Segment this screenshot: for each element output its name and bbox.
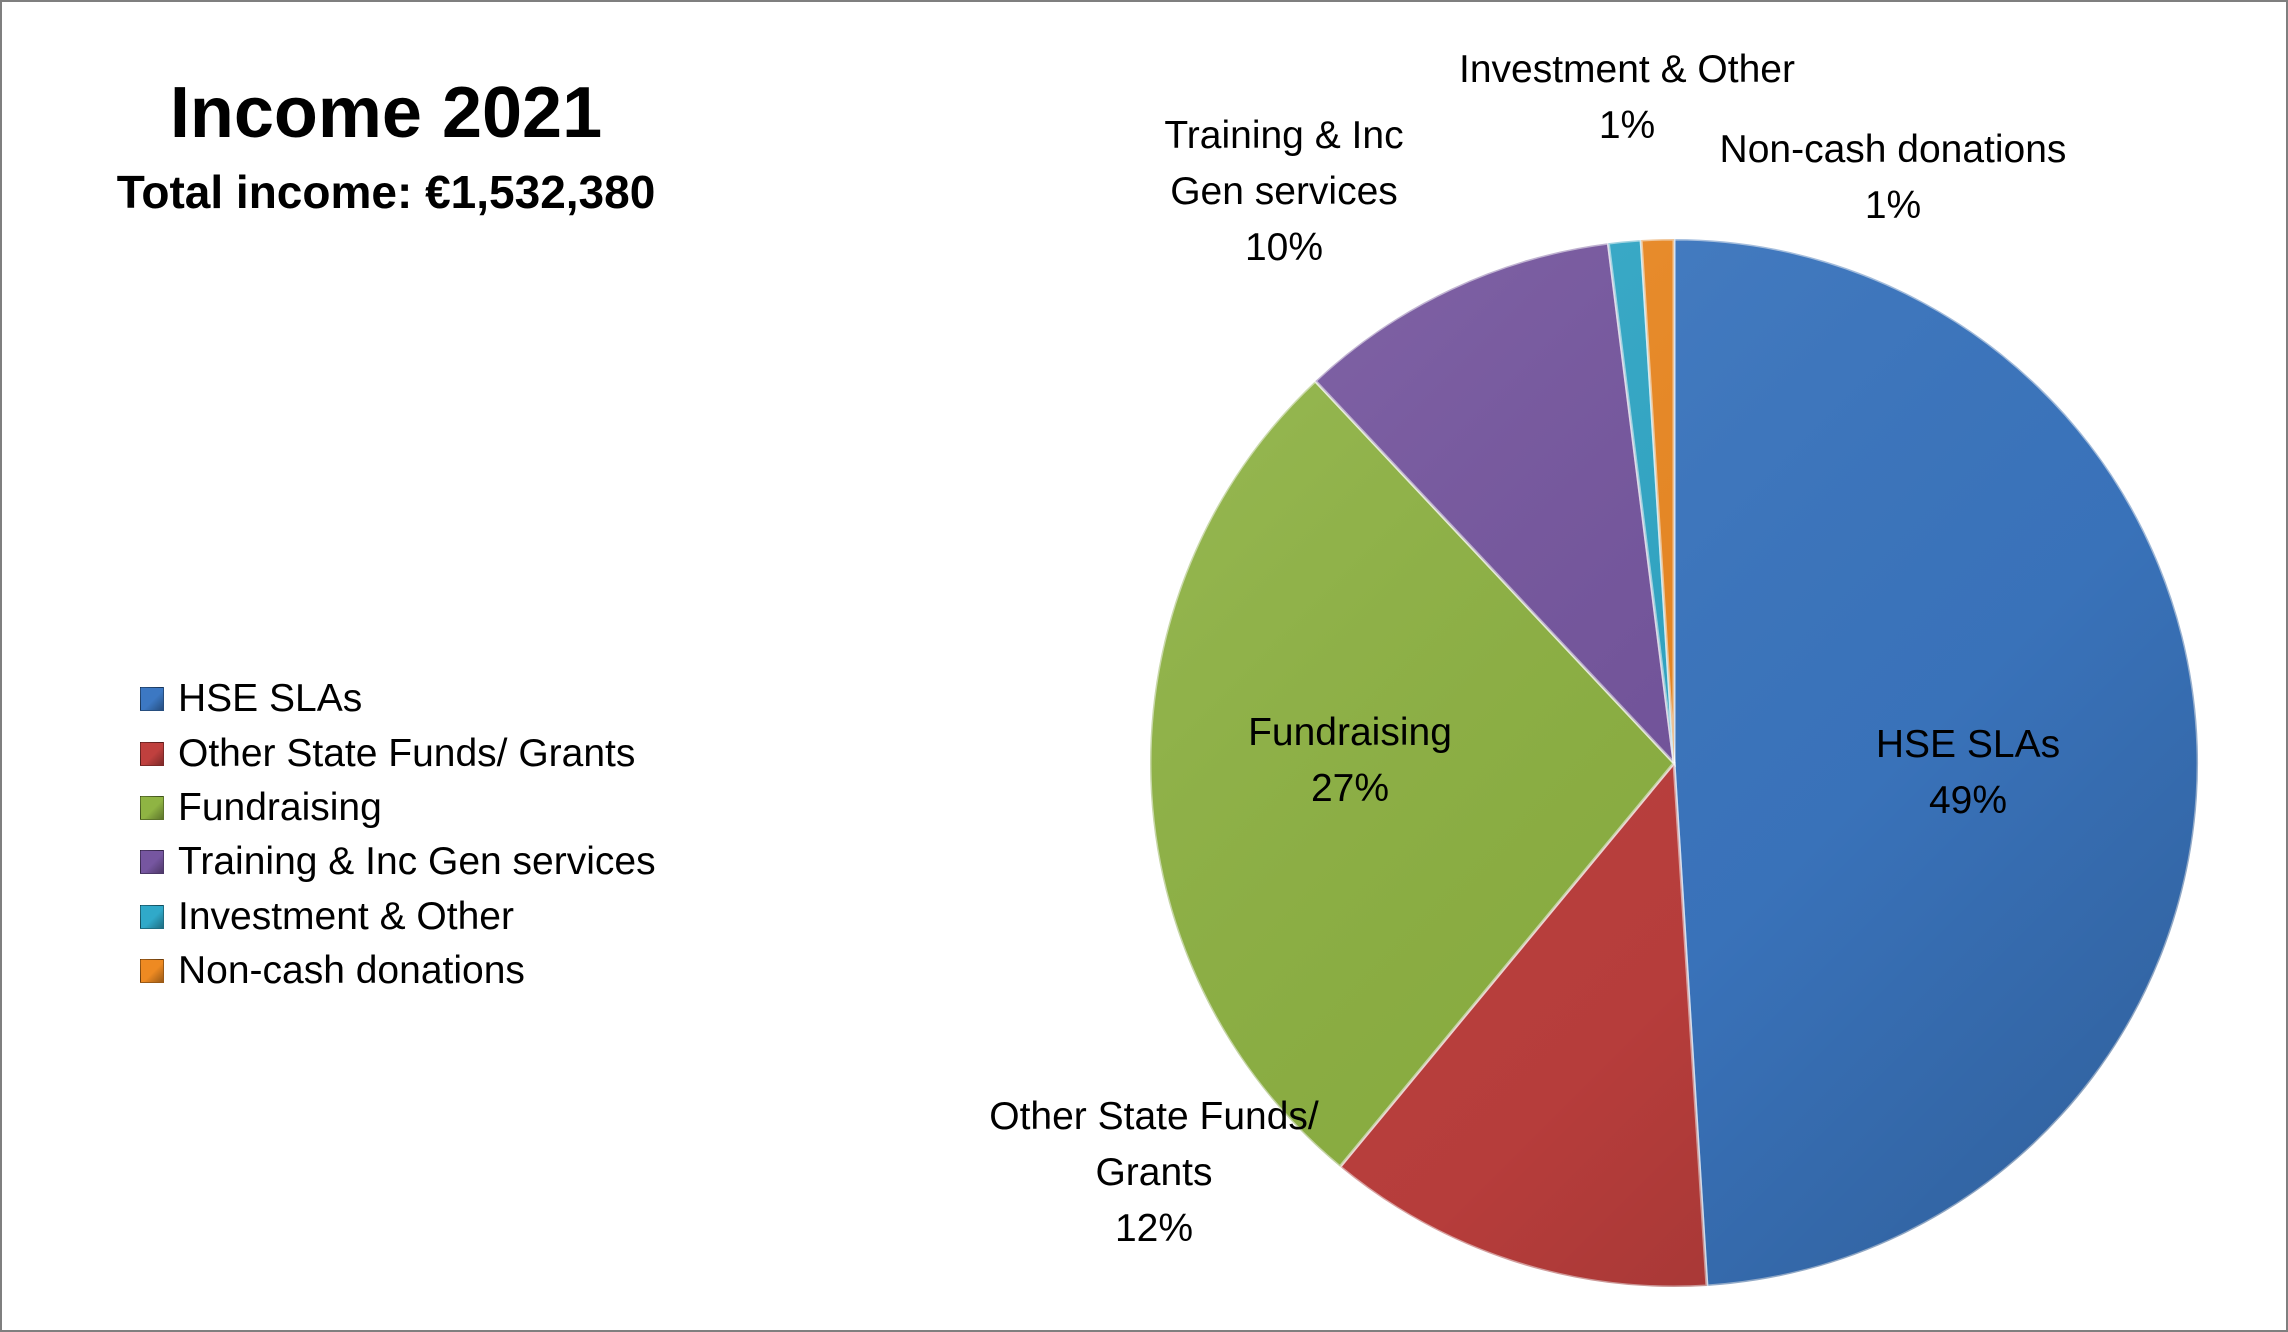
legend-swatch-non-cash-donations (140, 959, 164, 984)
data-label-line: 1% (1599, 104, 1655, 147)
data-label-line: 27% (1311, 767, 1389, 810)
pie-slice-shade (1641, 239, 1674, 763)
pie-slice-shade (1674, 239, 2199, 1286)
legend-swatch-investment-other (140, 904, 164, 929)
data-label-line: Gen services (1170, 170, 1398, 213)
data-label-other-state-funds-grants: Other State Funds/Grants 12% (989, 1095, 1319, 1250)
data-label-training-inc-gen-services: Training & Inc Gen services 10% (1164, 114, 1403, 269)
pie-slice-shade (1150, 381, 1674, 1167)
data-label-fundraising: Fundraising 27% (1248, 711, 1452, 810)
legend-label: Non-cash donations (178, 949, 525, 993)
pie-slice-shade (1339, 763, 1707, 1288)
legend-label: Investment & Other (178, 894, 514, 938)
data-label-line: Fundraising (1248, 711, 1452, 754)
chart-subtitle: Total income: €1,532,380 (116, 166, 656, 218)
chart-title: Income 2021 (169, 73, 603, 153)
legend-item-hse-slas: HSE SLAs (140, 672, 656, 726)
legend-item-fundraising: Fundraising (140, 781, 656, 835)
legend-swatch-fundraising (140, 795, 164, 820)
data-label-hse-slas: HSE SLAs 49% (1876, 723, 2060, 822)
data-label-line: Grants (1095, 1151, 1212, 1194)
data-label-non-cash-donations: Non-cash donations 1% (1720, 128, 2067, 227)
chart-legend: HSE SLAs Other State Funds/ Grants Fundrai… (140, 672, 656, 998)
data-label-line: HSE SLAs (1876, 723, 2060, 766)
legend-label: Training & Inc Gen services (178, 840, 656, 884)
data-label-line: Other State Funds/ (989, 1095, 1319, 1138)
pie-slice-shade (1315, 243, 1674, 763)
data-label-line: 10% (1245, 226, 1323, 269)
legend-swatch-other-state-funds-grants (140, 741, 164, 766)
legend-item-non-cash-donations: Non-cash donations (140, 944, 656, 998)
data-label-line: Investment & Other (1459, 48, 1795, 91)
data-label-investment-other: Investment & Other 1% (1459, 48, 1795, 147)
legend-item-investment-other: Investment & Other (140, 890, 656, 944)
legend-item-training-inc-gen-services: Training & Inc Gen services (140, 835, 656, 889)
data-label-line: 12% (1115, 1207, 1193, 1250)
legend-label: HSE SLAs (178, 677, 363, 721)
data-label-line: 49% (1929, 779, 2007, 822)
legend-item-other-state-funds-grants: Other State Funds/ Grants (140, 726, 656, 780)
legend-label: Fundraising (178, 785, 382, 829)
data-label-line: 1% (1865, 184, 1921, 227)
legend-swatch-hse-slas (140, 687, 164, 712)
legend-label: Other State Funds/ Grants (178, 731, 636, 775)
pie-slice-shade (1608, 240, 1674, 763)
legend-swatch-training-inc-gen-services (140, 850, 164, 875)
data-label-line: Non-cash donations (1720, 128, 2067, 171)
data-label-line: Training & Inc (1164, 114, 1403, 157)
